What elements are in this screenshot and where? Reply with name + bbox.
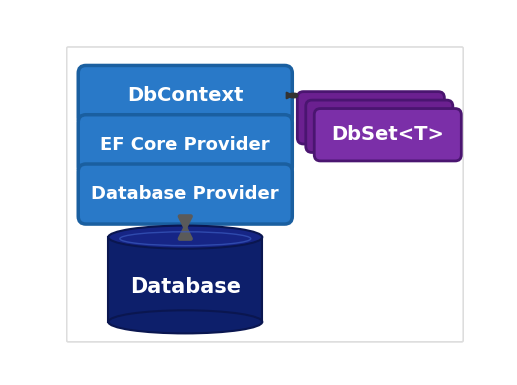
Text: DbSet<T>: DbSet<T> [331,125,444,144]
Text: EF Core Provider: EF Core Provider [100,136,270,154]
Ellipse shape [108,310,262,333]
FancyBboxPatch shape [297,92,445,144]
FancyBboxPatch shape [306,100,453,152]
FancyBboxPatch shape [78,164,292,224]
Ellipse shape [108,226,262,249]
FancyBboxPatch shape [314,109,461,161]
Text: Database Provider: Database Provider [92,185,279,203]
FancyBboxPatch shape [67,47,463,342]
Bar [108,237,262,322]
Text: DbContext: DbContext [127,86,244,105]
Text: Database: Database [130,277,241,297]
FancyBboxPatch shape [78,65,292,126]
FancyBboxPatch shape [78,115,292,175]
